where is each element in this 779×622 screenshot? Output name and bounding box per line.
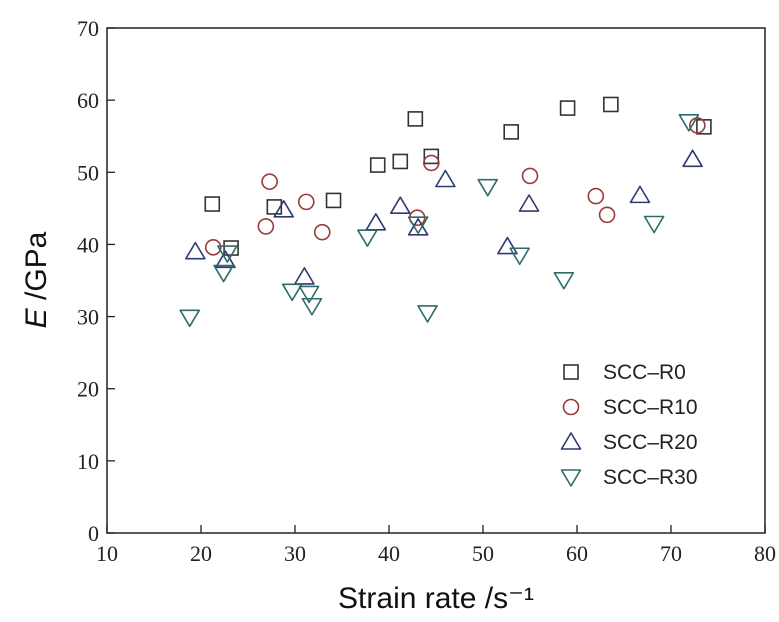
y-tick-label: 50 <box>77 160 99 185</box>
data-point <box>213 264 234 283</box>
data-point <box>521 167 539 185</box>
x-axis-title: Strain rate /s⁻¹ <box>338 582 534 615</box>
x-tick-label: 40 <box>378 541 400 566</box>
y-axis-title: E /GPa <box>20 231 53 328</box>
x-tick-label: 30 <box>284 541 306 566</box>
y-axis-ticks: 0 10 20 30 40 50 60 70 <box>77 16 115 546</box>
data-point <box>407 111 424 127</box>
data-point <box>204 196 221 212</box>
series-3-points <box>179 113 700 328</box>
data-point <box>553 271 575 290</box>
data-point <box>313 223 331 241</box>
y-tick-label: 40 <box>77 232 99 257</box>
series-0-points <box>204 96 712 256</box>
data-markers <box>179 96 712 328</box>
y-tick-label: 30 <box>77 305 99 330</box>
data-point <box>369 157 386 173</box>
x-tick-label: 60 <box>566 541 588 566</box>
data-point <box>629 185 651 204</box>
data-point <box>185 241 206 260</box>
data-point <box>477 178 499 197</box>
data-point <box>603 96 619 113</box>
x-tick-label: 50 <box>472 541 494 566</box>
data-point <box>357 229 378 248</box>
legend-marker <box>560 469 582 487</box>
x-tick-label: 80 <box>754 541 776 566</box>
data-point <box>257 218 275 235</box>
y-tick-label: 0 <box>88 521 99 546</box>
series-1-points <box>204 117 706 256</box>
data-point <box>204 239 222 256</box>
data-point <box>261 173 278 190</box>
data-point <box>297 193 315 211</box>
y-tick-label: 20 <box>77 377 99 402</box>
data-point <box>643 215 665 234</box>
y-tick-label: 60 <box>77 88 99 113</box>
x-tick-label: 20 <box>190 541 212 566</box>
legend-label: SCC–R0 <box>603 361 686 384</box>
data-point <box>407 216 429 235</box>
x-tick-label: 10 <box>96 541 118 566</box>
legend-marker <box>560 432 582 450</box>
data-point <box>281 283 303 302</box>
data-point <box>294 267 315 285</box>
data-point <box>422 154 440 172</box>
data-point <box>559 100 576 116</box>
data-point <box>497 236 518 255</box>
series-2-points <box>185 149 703 285</box>
data-point <box>365 212 387 231</box>
data-point <box>407 218 429 236</box>
data-point <box>598 206 616 224</box>
data-point <box>215 250 236 269</box>
legend-label: SCC–R30 <box>603 466 698 489</box>
plot-frame <box>106 27 766 534</box>
data-point <box>678 113 700 132</box>
data-point <box>682 149 703 168</box>
legend-label: SCC–R20 <box>603 431 698 454</box>
data-point <box>266 199 283 215</box>
data-point <box>423 148 440 165</box>
legend-marker <box>563 364 579 380</box>
data-point <box>503 124 520 140</box>
data-point <box>389 196 411 214</box>
data-point <box>696 119 712 135</box>
data-point <box>509 247 530 266</box>
legend-label: SCC–R10 <box>603 396 698 419</box>
legend-marker <box>562 398 580 416</box>
data-point <box>217 245 238 263</box>
data-point <box>435 169 456 188</box>
data-point <box>587 187 605 205</box>
data-point <box>518 194 540 212</box>
y-tick-label: 70 <box>77 16 99 41</box>
data-point <box>298 285 320 304</box>
x-axis-ticks: 10 20 30 40 50 60 70 80 <box>96 525 776 566</box>
legend: SCC–R0 SCC–R10 SCC–R20 SCC–R30 <box>560 361 698 489</box>
data-point <box>179 309 201 328</box>
data-point <box>325 192 342 209</box>
data-point <box>392 153 409 170</box>
data-point <box>273 200 295 218</box>
y-axis-symbol: E <box>20 307 53 328</box>
data-point <box>301 297 323 316</box>
y-axis-unit: /GPa <box>20 231 53 308</box>
x-tick-label: 70 <box>660 541 682 566</box>
y-tick-label: 10 <box>77 449 99 474</box>
data-point <box>417 305 438 323</box>
